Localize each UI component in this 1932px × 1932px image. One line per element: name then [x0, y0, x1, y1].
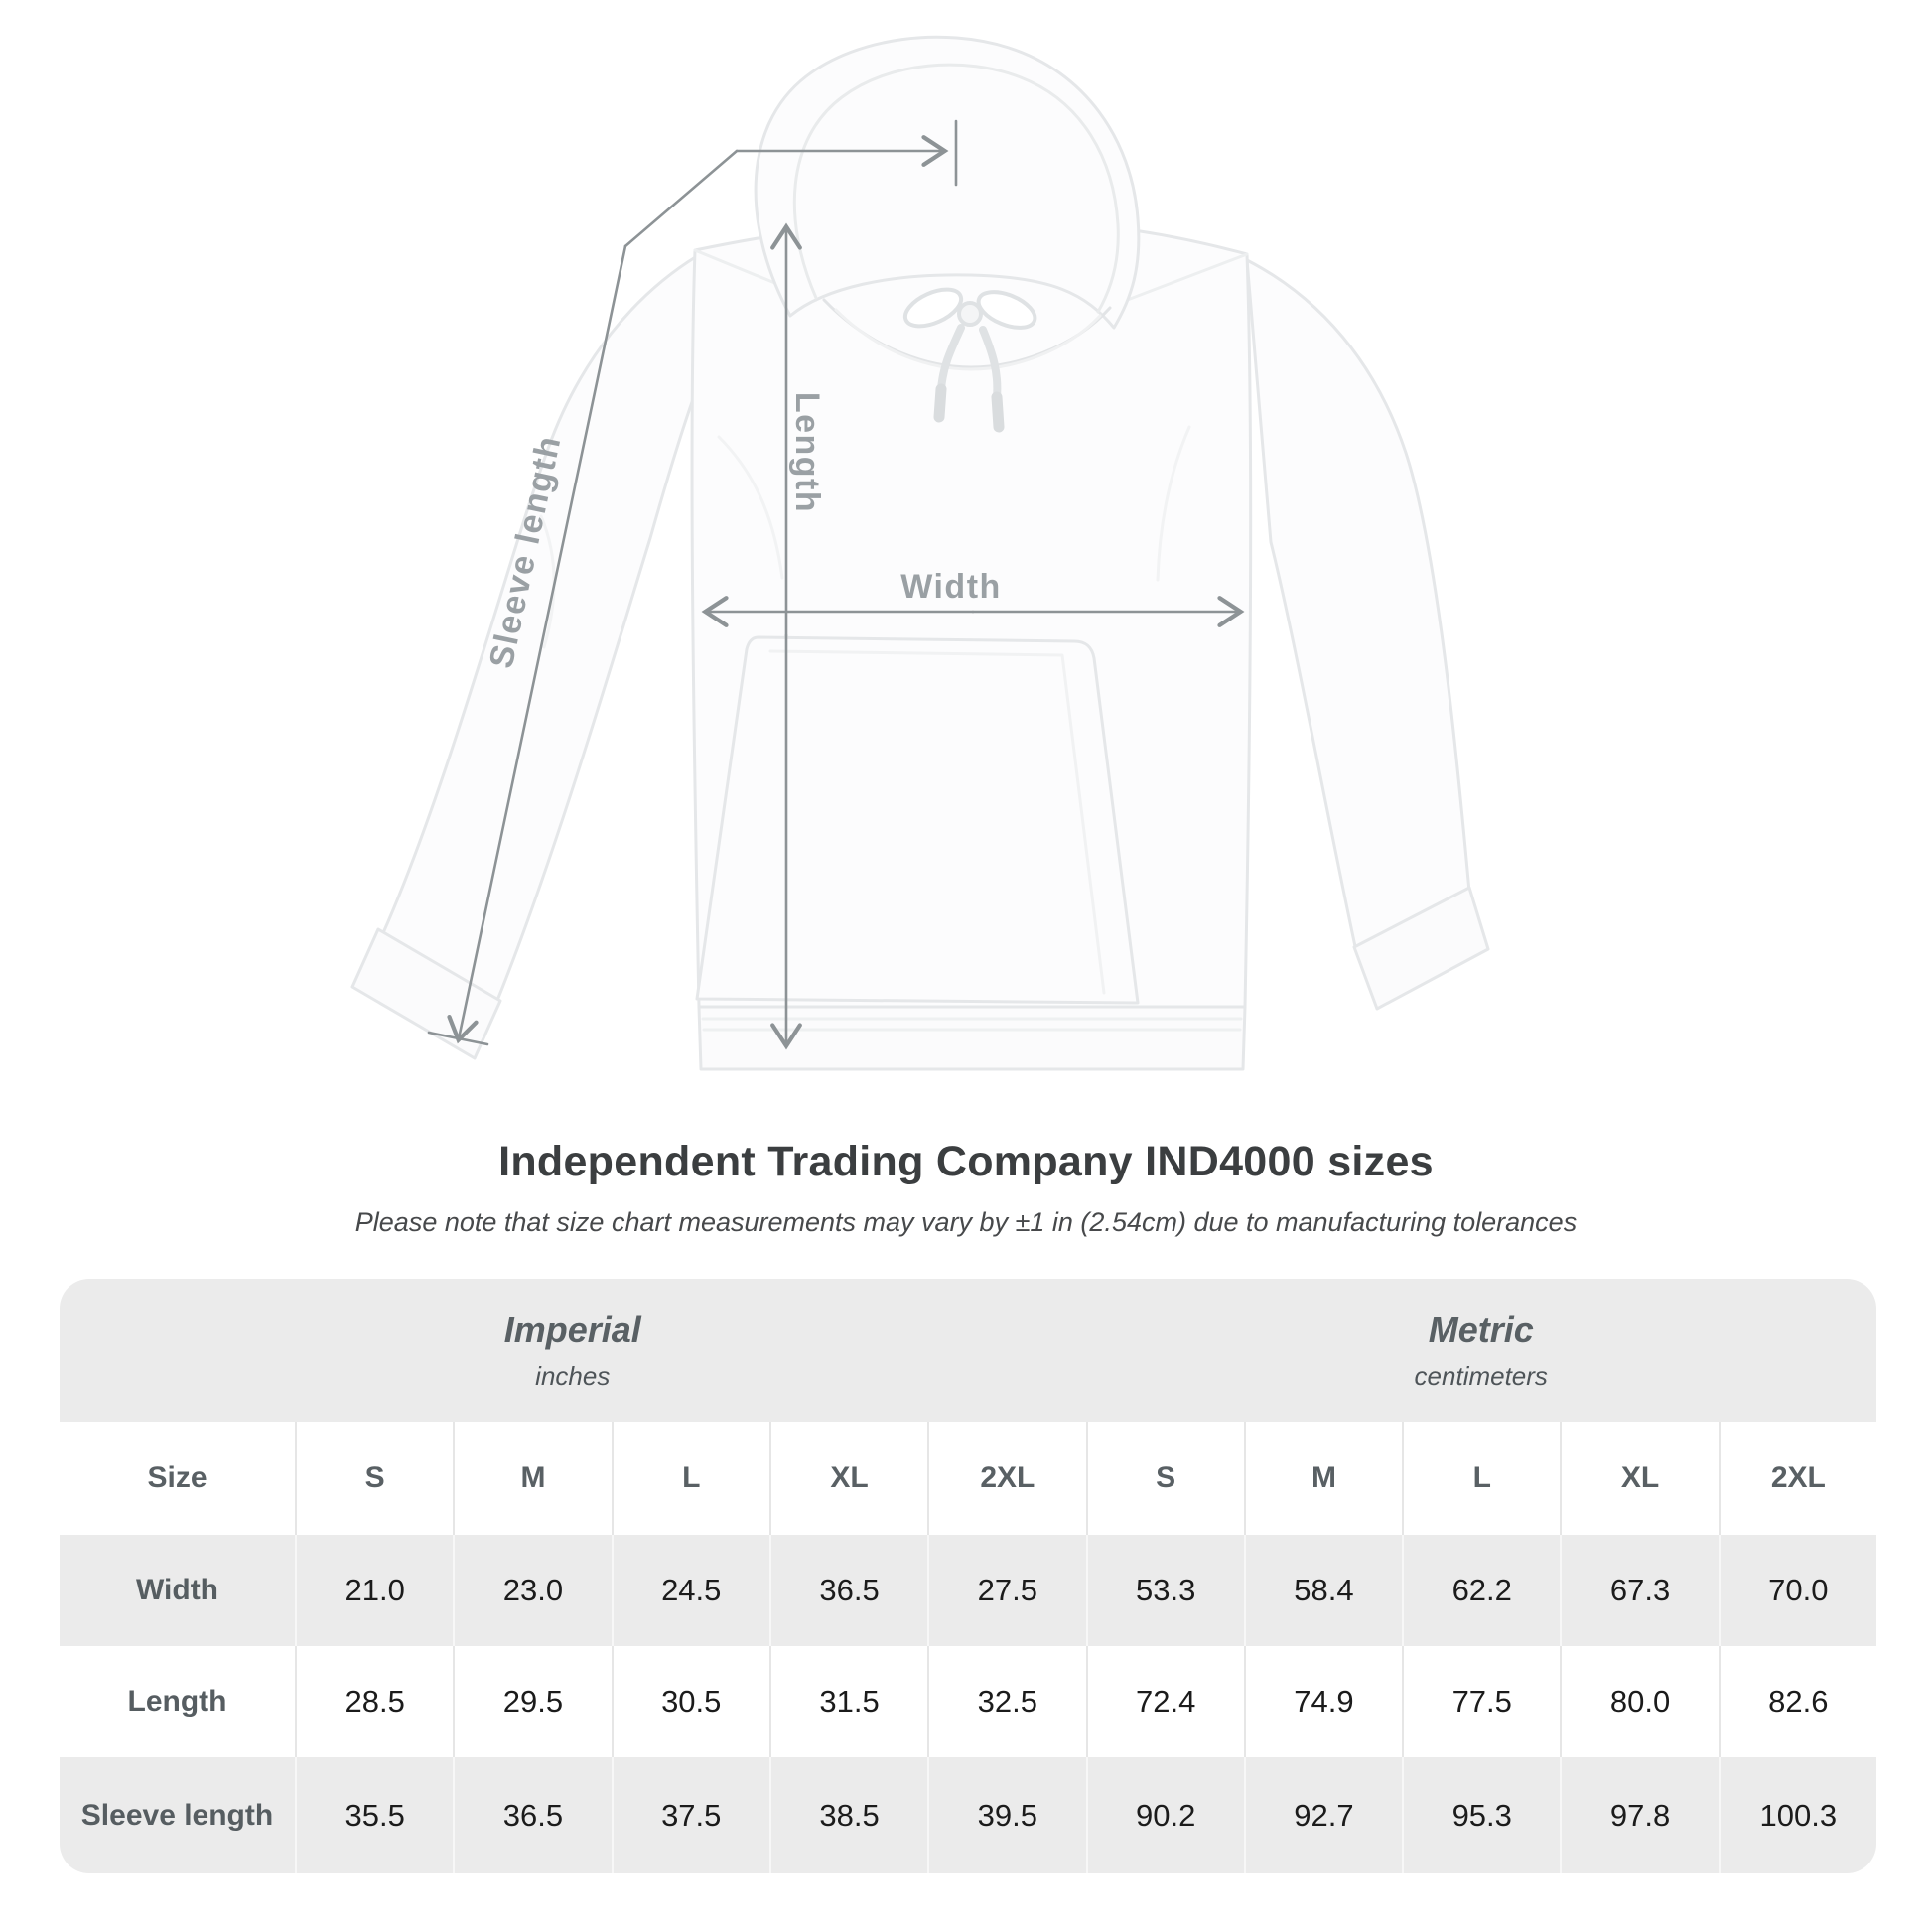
size-header-metric-l: L [1402, 1422, 1561, 1535]
width-imperial-2xl: 27.5 [927, 1535, 1086, 1646]
row-label-length: Length [60, 1646, 295, 1757]
hoodie-right-cuff [1352, 886, 1490, 1011]
hoodie-hood [754, 35, 1141, 330]
size-header-imperial-2xl: 2XL [927, 1422, 1086, 1535]
unit-group-imperial: Imperial inches [60, 1279, 1086, 1422]
sleeve-metric-xl: 97.8 [1560, 1757, 1719, 1873]
sleeve-imperial-xl: 38.5 [768, 1757, 928, 1873]
measurement-lines [427, 119, 1245, 1050]
size-header-metric-s: S [1085, 1422, 1244, 1535]
length-metric-2xl: 82.6 [1718, 1646, 1876, 1757]
sleeve-imperial-s: 35.5 [295, 1757, 454, 1873]
size-header-metric-m: M [1243, 1422, 1403, 1535]
length-metric-m: 74.9 [1243, 1646, 1403, 1757]
unit-group-metric: Metric centimeters [1085, 1279, 1876, 1422]
size-header-imperial-s: S [295, 1422, 454, 1535]
length-label: Length [788, 392, 826, 513]
length-metric-l: 77.5 [1402, 1646, 1561, 1757]
width-metric-l: 62.2 [1402, 1535, 1561, 1646]
hoodie-left-sleeve [380, 254, 703, 1005]
sleeve-metric-l: 95.3 [1402, 1757, 1561, 1873]
width-metric-xl: 67.3 [1560, 1535, 1719, 1646]
width-imperial-s: 21.0 [295, 1535, 454, 1646]
size-header-imperial-xl: XL [768, 1422, 928, 1535]
hoodie-right-sleeve [1245, 258, 1471, 953]
width-metric-m: 58.4 [1243, 1535, 1403, 1646]
sleeve-metric-2xl: 100.3 [1718, 1757, 1876, 1873]
unit-group-imperial-unit: inches [535, 1360, 611, 1391]
size-header-imperial-m: M [453, 1422, 612, 1535]
row-label-sleeve-length: Sleeve length [60, 1757, 295, 1873]
hoodie-pocket [695, 635, 1140, 1005]
width-imperial-xl: 36.5 [768, 1535, 928, 1646]
hoodie-drawstrings [902, 287, 1037, 433]
hoodie-measurement-diagram: Length Sleeve length Width [350, 35, 1490, 1071]
sleeve-imperial-l: 37.5 [611, 1757, 769, 1873]
width-metric-s: 53.3 [1085, 1535, 1244, 1646]
length-metric-s: 72.4 [1085, 1646, 1244, 1757]
unit-group-metric-unit: centimeters [1414, 1360, 1548, 1391]
sleeve-imperial-2xl: 39.5 [927, 1757, 1086, 1873]
unit-group-metric-name: Metric [1428, 1309, 1534, 1350]
width-label: Width [900, 568, 1002, 606]
size-corner-header: Size [60, 1422, 295, 1535]
width-metric-2xl: 70.0 [1718, 1535, 1876, 1646]
hoodie-hem [697, 1005, 1247, 1071]
width-imperial-m: 23.0 [453, 1535, 612, 1646]
sleeve-metric-s: 90.2 [1085, 1757, 1244, 1873]
width-imperial-l: 24.5 [611, 1535, 769, 1646]
size-header-metric-xl: XL [1560, 1422, 1719, 1535]
page-subtitle: Please note that size chart measurements… [354, 1207, 1578, 1237]
row-label-width: Width [60, 1535, 295, 1646]
length-imperial-s: 28.5 [295, 1646, 454, 1757]
length-imperial-m: 29.5 [453, 1646, 612, 1757]
length-imperial-l: 30.5 [611, 1646, 769, 1757]
length-imperial-xl: 31.5 [768, 1646, 928, 1757]
sleeve-metric-m: 92.7 [1243, 1757, 1403, 1873]
size-table: Imperial inches Metric centimeters Size … [60, 1279, 1876, 1873]
length-imperial-2xl: 32.5 [927, 1646, 1086, 1757]
size-header-imperial-l: L [611, 1422, 769, 1535]
sleeve-neck-segment [623, 149, 739, 248]
length-metric-xl: 80.0 [1560, 1646, 1719, 1757]
page-title: Independent Trading Company IND4000 size… [498, 1138, 1434, 1185]
sleeve-imperial-m: 36.5 [453, 1757, 612, 1873]
sleeve-length-arrow [447, 244, 627, 1044]
unit-group-imperial-name: Imperial [503, 1309, 641, 1350]
size-header-metric-2xl: 2XL [1718, 1422, 1876, 1535]
sleeve-length-endstop [427, 1031, 489, 1046]
hoodie-illustration [350, 35, 1490, 1071]
